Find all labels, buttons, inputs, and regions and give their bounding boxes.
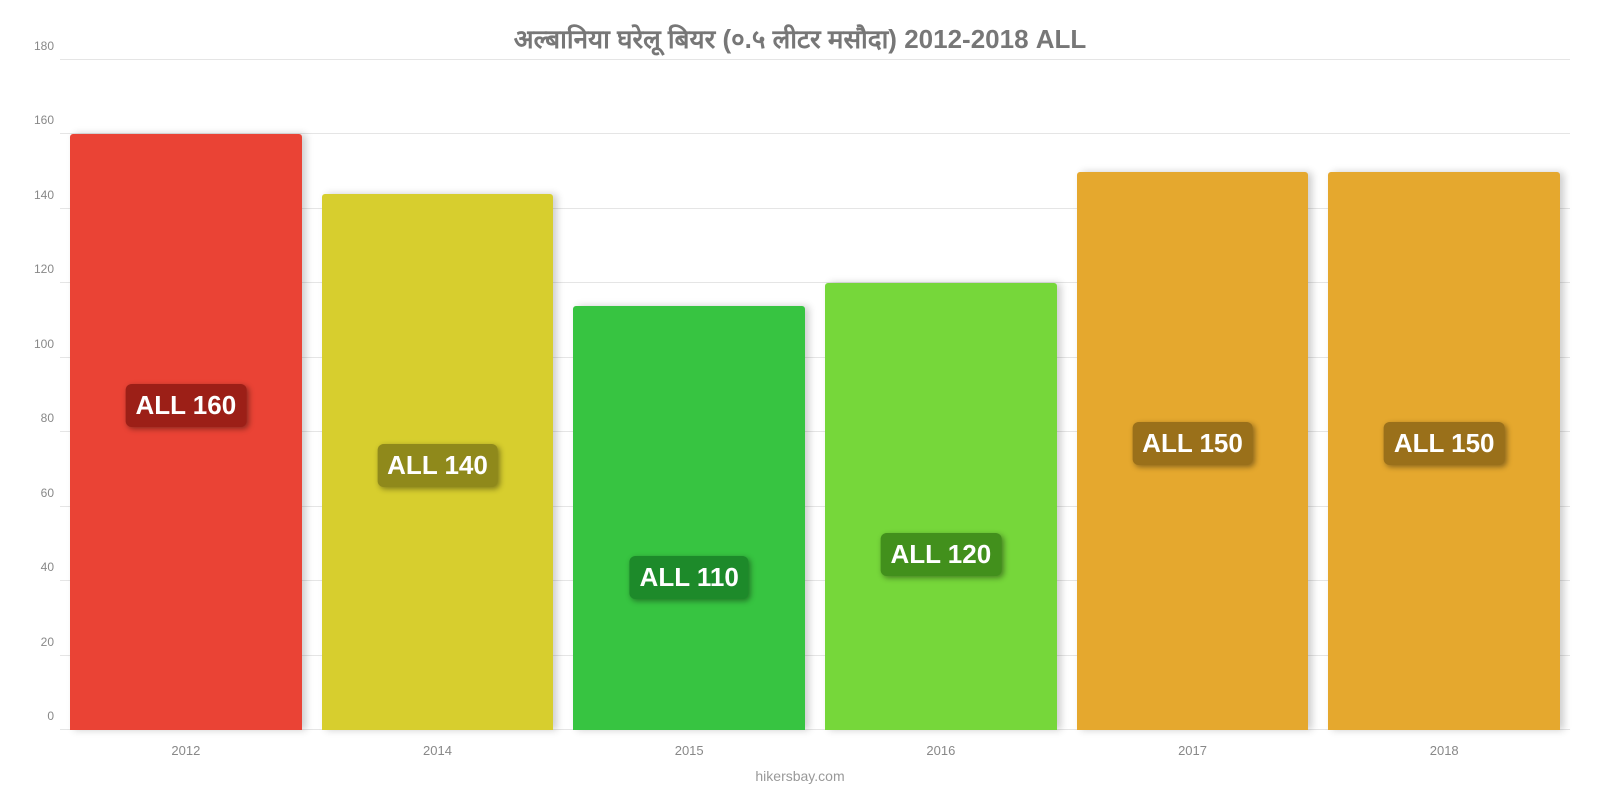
- y-tick-label: 140: [20, 188, 54, 202]
- bar-value-badge: ALL 150: [1384, 422, 1505, 465]
- bar-slot: ALL 140: [312, 60, 564, 730]
- y-tick-label: 0: [20, 709, 54, 723]
- chart-title: अल्बानिया घरेलू बियर (०.५ लीटर मसौदा) 20…: [0, 0, 1600, 56]
- bars-container: ALL 160 ALL 140 ALL 110 ALL 120 ALL 150 ALL 1…: [60, 60, 1570, 730]
- x-axis-labels: 201220142015201620172018: [60, 743, 1570, 758]
- bar: ALL 150: [1077, 172, 1309, 730]
- bar: ALL 160: [70, 134, 302, 730]
- bar-value-badge: ALL 110: [630, 556, 749, 599]
- bar-slot: ALL 150: [1067, 60, 1319, 730]
- x-tick-label: 2018: [1318, 743, 1570, 758]
- bar-slot: ALL 160: [60, 60, 312, 730]
- x-tick-label: 2012: [60, 743, 312, 758]
- bar: ALL 150: [1328, 172, 1560, 730]
- y-tick-label: 100: [20, 337, 54, 351]
- y-tick-label: 120: [20, 262, 54, 276]
- bar: ALL 120: [825, 283, 1057, 730]
- x-tick-label: 2015: [563, 743, 815, 758]
- bar-value-badge: ALL 160: [125, 384, 246, 427]
- y-tick-label: 60: [20, 486, 54, 500]
- y-tick-label: 180: [20, 39, 54, 53]
- bar: ALL 110: [573, 306, 805, 730]
- x-tick-label: 2016: [815, 743, 1067, 758]
- bar-value-badge: ALL 150: [1132, 422, 1253, 465]
- chart-plot-area: 020406080100120140160180 ALL 160ALL 140A…: [60, 60, 1570, 730]
- y-tick-label: 40: [20, 560, 54, 574]
- bar-value-badge: ALL 140: [377, 444, 498, 487]
- bar: ALL 140: [322, 194, 554, 730]
- x-tick-label: 2017: [1067, 743, 1319, 758]
- y-tick-label: 20: [20, 635, 54, 649]
- bar-slot: ALL 110: [563, 60, 815, 730]
- bar-slot: ALL 150: [1318, 60, 1570, 730]
- bar-slot: ALL 120: [815, 60, 1067, 730]
- y-tick-label: 80: [20, 411, 54, 425]
- bar-value-badge: ALL 120: [881, 533, 1002, 576]
- x-tick-label: 2014: [312, 743, 564, 758]
- credit-text: hikersbay.com: [0, 768, 1600, 784]
- y-tick-label: 160: [20, 113, 54, 127]
